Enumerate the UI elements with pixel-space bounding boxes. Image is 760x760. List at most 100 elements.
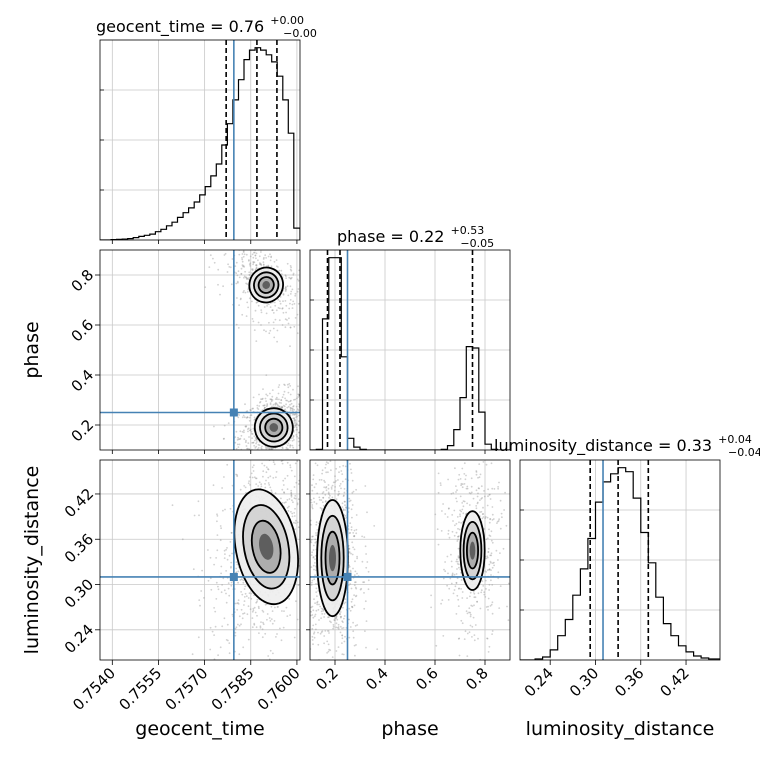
sample-point: [493, 488, 496, 490]
sample-point: [291, 409, 294, 412]
sample-point: [248, 691, 250, 693]
sample-point: [435, 644, 438, 647]
sample-point: [260, 483, 263, 486]
sample-point: [486, 537, 489, 540]
sample-point: [237, 436, 239, 439]
sample-point: [291, 413, 294, 416]
sample-point: [493, 564, 495, 567]
sample-point: [354, 581, 357, 584]
sample-point: [343, 456, 345, 458]
sample-point: [264, 406, 266, 409]
sample-point: [244, 441, 247, 444]
sample-point: [353, 535, 356, 537]
sample-point: [292, 604, 294, 606]
sample-point: [289, 446, 291, 448]
sample-point: [318, 496, 321, 499]
y-tick-label-phase: 0.8: [68, 266, 98, 296]
sample-point: [253, 435, 256, 438]
sample-point: [286, 399, 289, 402]
sample-point: [305, 398, 307, 400]
sample-point: [339, 682, 341, 684]
sample-point: [241, 253, 244, 255]
sample-point: [283, 491, 285, 494]
sample-point: [340, 487, 342, 490]
sample-point: [262, 470, 265, 473]
sample-point: [327, 630, 330, 632]
sample-point: [316, 601, 318, 604]
y-tick-label-phase: 0.2: [68, 416, 98, 446]
sample-point: [311, 489, 314, 492]
sample-point: [452, 592, 455, 595]
sample-point: [271, 395, 274, 398]
sample-point: [247, 278, 250, 281]
sample-point: [263, 407, 266, 410]
sample-point: [253, 444, 256, 447]
sample-point: [291, 303, 294, 306]
sample-point: [488, 521, 491, 524]
sample-point: [311, 535, 314, 538]
sample-point: [361, 560, 364, 563]
sample-point: [310, 566, 313, 568]
sample-point: [344, 515, 347, 517]
sample-point: [329, 661, 331, 663]
sample-point: [242, 646, 245, 649]
sample-point: [451, 530, 454, 533]
sample-point: [306, 300, 308, 302]
sample-point: [274, 606, 276, 609]
sample-point: [256, 614, 258, 617]
sample-point: [490, 562, 492, 564]
contour-line: [233, 488, 299, 606]
sample-point: [364, 485, 367, 487]
sample-point: [291, 288, 294, 291]
sample-point: [353, 535, 356, 538]
sample-point: [271, 491, 273, 494]
sample-point: [252, 456, 254, 458]
2d-panel-geocent_time-luminosity_distance: [100, 457, 318, 693]
sample-point: [480, 510, 483, 513]
sample-point: [240, 272, 243, 275]
sample-point: [318, 499, 321, 501]
sample-point: [456, 568, 458, 570]
sample-point: [265, 393, 268, 396]
sample-point: [315, 569, 317, 572]
sample-point: [332, 624, 335, 626]
sample-point: [293, 325, 296, 328]
sample-point: [270, 448, 273, 450]
sample-point: [241, 593, 244, 596]
sample-point: [269, 402, 272, 404]
sample-point: [248, 260, 250, 262]
sample-point: [254, 268, 257, 271]
sample-point: [468, 631, 471, 634]
sample-point: [228, 642, 231, 644]
sample-point: [376, 648, 379, 651]
sample-point: [314, 457, 316, 459]
sample-point: [251, 442, 254, 444]
sample-point: [302, 418, 304, 420]
sample-point: [257, 452, 259, 454]
sample-point: [466, 632, 469, 635]
sample-point: [488, 568, 491, 571]
sample-point: [354, 581, 356, 584]
sample-point: [236, 280, 239, 283]
sample-point: [237, 570, 240, 573]
sample-point: [373, 525, 376, 527]
sample-point: [237, 416, 240, 419]
sample-point: [289, 326, 292, 329]
sample-point: [321, 608, 324, 610]
sample-point: [311, 614, 314, 616]
sample-point: [266, 613, 269, 615]
sample-point: [246, 416, 249, 419]
sample-point: [489, 605, 492, 607]
sample-point: [491, 630, 494, 632]
sample-point: [278, 269, 281, 272]
sample-point: [460, 588, 462, 590]
sample-point: [454, 524, 456, 527]
sample-point: [316, 509, 318, 511]
contour-line: [250, 519, 282, 574]
sample-point: [326, 640, 329, 643]
sample-point: [236, 228, 238, 230]
sample-point: [292, 274, 295, 276]
sample-point: [287, 442, 290, 445]
sample-point: [491, 513, 494, 516]
sample-point: [487, 597, 490, 600]
